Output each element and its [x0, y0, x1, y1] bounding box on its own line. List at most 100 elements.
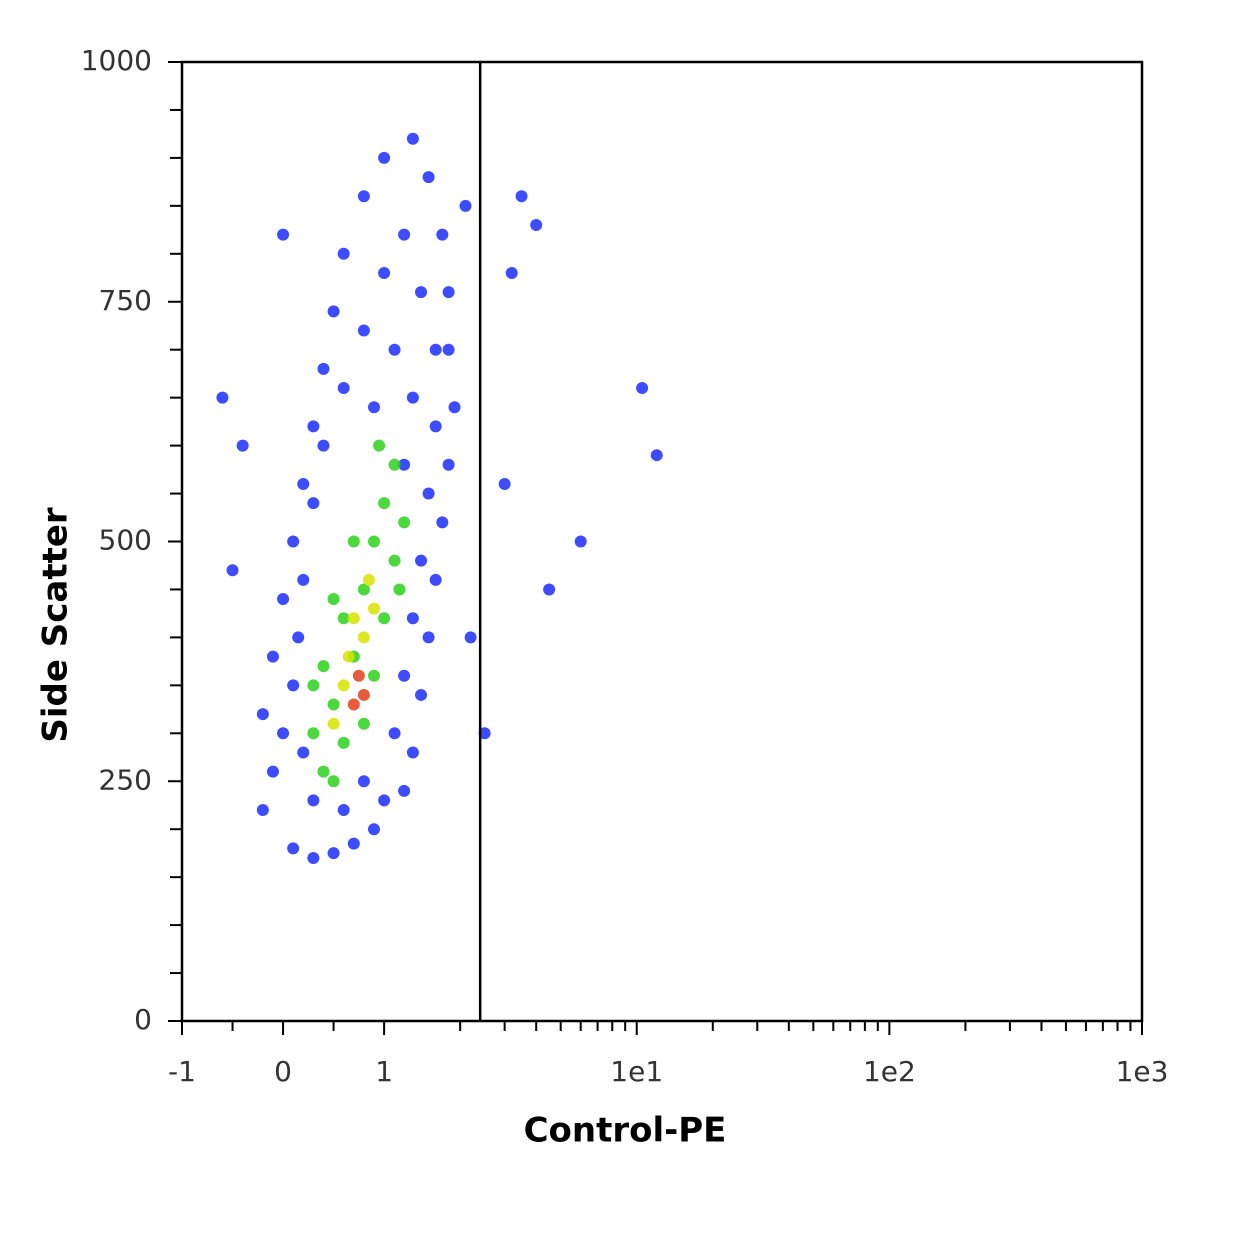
point: [515, 190, 528, 203]
point: [357, 631, 370, 644]
point: [327, 775, 340, 788]
point: [442, 458, 455, 471]
point: [216, 391, 229, 404]
point: [429, 420, 442, 433]
point: [347, 535, 360, 548]
point: [422, 171, 435, 184]
point: [292, 631, 305, 644]
point: [406, 746, 419, 759]
point: [368, 535, 380, 548]
point: [362, 573, 375, 586]
point: [357, 583, 370, 596]
point: [347, 837, 360, 850]
point: [378, 612, 391, 625]
point: [357, 190, 370, 203]
point: [378, 794, 391, 807]
point: [317, 660, 330, 673]
point: [398, 669, 411, 682]
point: [357, 688, 370, 701]
point: [574, 535, 587, 548]
point: [388, 554, 401, 567]
point: [307, 851, 320, 864]
point: [398, 516, 411, 529]
x-tick-label: 0: [274, 1055, 292, 1088]
point: [297, 746, 310, 759]
point: [357, 324, 370, 337]
point: [398, 458, 411, 471]
point: [393, 583, 406, 596]
point: [337, 247, 350, 260]
point: [415, 688, 428, 701]
point: [442, 286, 455, 299]
points: [216, 132, 663, 864]
point: [373, 439, 386, 452]
x-tick-label: 1e2: [863, 1055, 916, 1088]
point: [530, 219, 543, 232]
x-tick-label: 1e3: [1116, 1055, 1169, 1088]
point: [378, 151, 391, 164]
point: [429, 343, 442, 356]
point: [337, 612, 350, 625]
point: [388, 343, 401, 356]
point: [415, 286, 428, 299]
point: [297, 477, 310, 490]
point: [347, 698, 360, 711]
point: [317, 362, 330, 375]
point: [266, 650, 279, 663]
point: [337, 382, 350, 395]
point: [436, 228, 449, 241]
y-tick-label: 250: [99, 763, 152, 796]
point: [236, 439, 249, 452]
point: [337, 679, 350, 692]
point: [307, 420, 320, 433]
point: [436, 516, 449, 529]
point: [368, 669, 380, 682]
point: [357, 717, 370, 730]
point: [327, 717, 340, 730]
point: [266, 765, 279, 778]
point: [406, 391, 419, 404]
point: [337, 736, 350, 749]
point: [317, 765, 330, 778]
y-tick-label: 0: [134, 1003, 152, 1036]
point: [388, 727, 401, 740]
point: [226, 564, 239, 577]
point: [378, 497, 391, 510]
point: [398, 228, 411, 241]
x-tick-label: 1: [375, 1055, 393, 1088]
point: [422, 631, 435, 644]
point: [442, 343, 455, 356]
point: [398, 784, 411, 797]
point: [337, 804, 350, 817]
point: [277, 593, 290, 606]
point: [307, 679, 320, 692]
point: [347, 612, 360, 625]
point: [422, 487, 435, 500]
point: [368, 823, 380, 836]
point: [388, 458, 401, 471]
point: [368, 602, 380, 615]
point: [256, 804, 269, 817]
y-tick-label: 1000: [81, 44, 152, 77]
point: [327, 847, 340, 860]
point: [297, 573, 310, 586]
point: [277, 228, 290, 241]
point: [307, 497, 320, 510]
y-axis-label: Side Scatter: [36, 507, 76, 743]
point: [368, 401, 380, 414]
point: [543, 583, 556, 596]
y-tick-label: 750: [99, 284, 152, 317]
point: [505, 266, 518, 279]
point: [498, 477, 511, 490]
point: [327, 698, 340, 711]
point: [464, 631, 477, 644]
point: [448, 401, 461, 414]
point: [459, 199, 472, 212]
x-tick-label: 1e1: [610, 1055, 663, 1088]
point: [317, 439, 330, 452]
point: [277, 727, 290, 740]
point: [650, 449, 663, 462]
point: [307, 727, 320, 740]
point: [287, 535, 300, 548]
